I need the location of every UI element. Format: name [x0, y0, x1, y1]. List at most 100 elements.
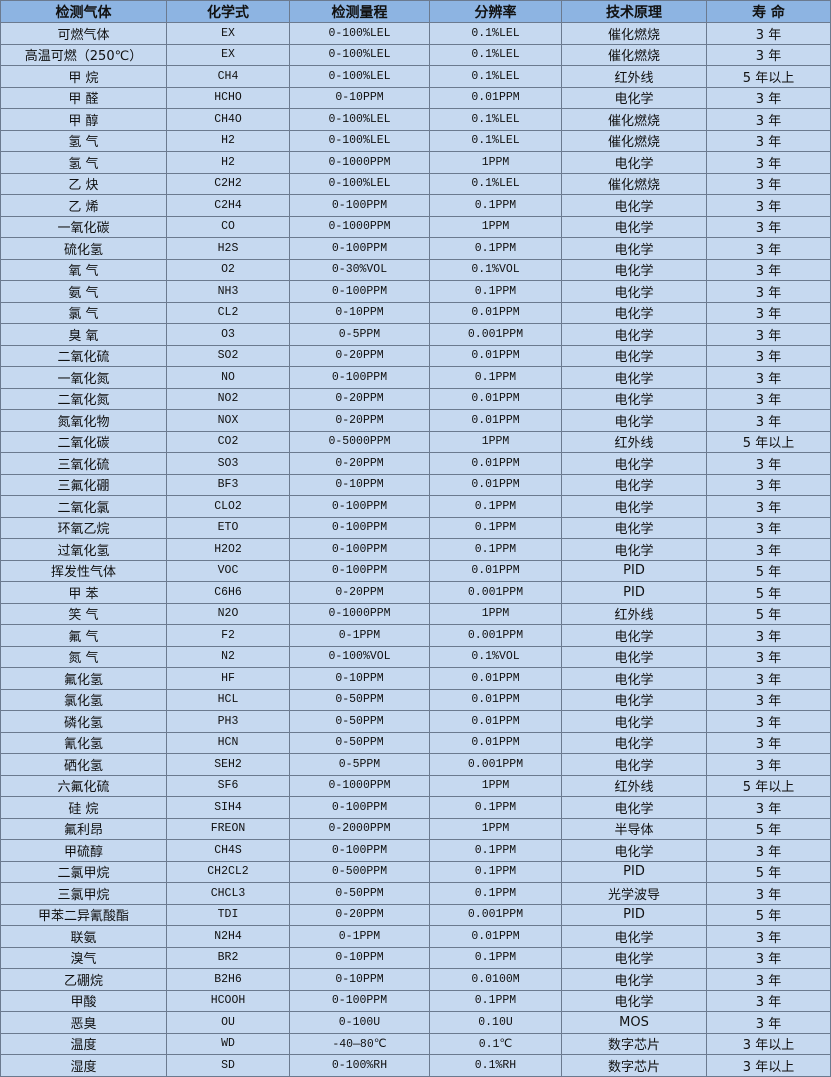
cell-lifetime: 3 年 — [706, 108, 831, 131]
cell-resolution: 0.01PPM — [429, 387, 562, 410]
cell-principle: 电化学 — [561, 645, 707, 668]
cell-gas: 联氨 — [0, 925, 167, 948]
cell-principle: 半导体 — [561, 817, 707, 840]
cell-principle: 电化学 — [561, 495, 707, 518]
cell-gas: 硅 烷 — [0, 796, 167, 819]
cell-lifetime: 3 年 — [706, 409, 831, 432]
header-row: 检测气体 化学式 检测量程 分辨率 技术原理 寿 命 — [0, 0, 831, 23]
cell-resolution: 0.10U — [429, 1011, 562, 1034]
cell-lifetime: 3 年 — [706, 731, 831, 754]
cell-formula: C2H4 — [166, 194, 290, 217]
cell-principle: PID — [561, 903, 707, 926]
cell-range: 0-100%LEL — [289, 172, 430, 195]
cell-principle: 电化学 — [561, 946, 707, 969]
cell-gas: 氮氧化物 — [0, 409, 167, 432]
cell-lifetime: 3 年 — [706, 925, 831, 948]
cell-range: 0-100PPM — [289, 538, 430, 561]
cell-resolution: 0.001PPM — [429, 624, 562, 647]
cell-range: 0-100U — [289, 1011, 430, 1034]
cell-lifetime: 3 年 — [706, 796, 831, 819]
cell-resolution: 0.1%VOL — [429, 258, 562, 281]
cell-lifetime: 3 年 — [706, 237, 831, 260]
table-row: 硒化氢 SEH2 0-5PPM 0.001PPM 电化学 3 年 — [0, 753, 831, 776]
cell-formula: CH2CL2 — [166, 860, 290, 883]
cell-gas: 氟化氢 — [0, 667, 167, 690]
table-row: 温度 WD -40—80℃ 0.1℃ 数字芯片 3 年以上 — [0, 1032, 831, 1055]
cell-principle: 电化学 — [561, 688, 707, 711]
cell-lifetime: 3 年 — [706, 516, 831, 539]
cell-formula: F2 — [166, 624, 290, 647]
table-row: 甲 苯 C6H6 0-20PPM 0.001PPM PID 5 年 — [0, 581, 831, 604]
cell-principle: 电化学 — [561, 710, 707, 733]
cell-formula: PH3 — [166, 710, 290, 733]
cell-lifetime: 3 年 — [706, 151, 831, 174]
table-row: 二氧化碳 CO2 0-5000PPM 1PPM 红外线 5 年以上 — [0, 430, 831, 453]
cell-formula: SIH4 — [166, 796, 290, 819]
cell-lifetime: 3 年 — [706, 495, 831, 518]
cell-resolution: 0.1PPM — [429, 860, 562, 883]
cell-resolution: 0.1PPM — [429, 839, 562, 862]
cell-resolution: 0.1PPM — [429, 538, 562, 561]
table-row: 过氧化氢 H2O2 0-100PPM 0.1PPM 电化学 3 年 — [0, 538, 831, 561]
cell-gas: 甲 烷 — [0, 65, 167, 88]
cell-resolution: 0.1%VOL — [429, 645, 562, 668]
cell-gas: 恶臭 — [0, 1011, 167, 1034]
cell-gas: 硒化氢 — [0, 753, 167, 776]
cell-gas: 甲苯二异氰酸酯 — [0, 903, 167, 926]
cell-lifetime: 5 年 — [706, 559, 831, 582]
cell-gas: 三氯甲烷 — [0, 882, 167, 905]
cell-resolution: 0.01PPM — [429, 667, 562, 690]
header-gas: 检测气体 — [0, 0, 167, 23]
cell-resolution: 0.01PPM — [429, 731, 562, 754]
cell-resolution: 0.1PPM — [429, 237, 562, 260]
cell-formula: OU — [166, 1011, 290, 1034]
cell-gas: 磷化氢 — [0, 710, 167, 733]
cell-resolution: 0.1℃ — [429, 1032, 562, 1055]
cell-lifetime: 3 年 — [706, 172, 831, 195]
cell-resolution: 0.01PPM — [429, 559, 562, 582]
table-row: 乙 烯 C2H4 0-100PPM 0.1PPM 电化学 3 年 — [0, 194, 831, 217]
table-row: 氢 气 H2 0-1000PPM 1PPM 电化学 3 年 — [0, 151, 831, 174]
cell-range: 0-100PPM — [289, 989, 430, 1012]
cell-formula: N2 — [166, 645, 290, 668]
cell-principle: PID — [561, 559, 707, 582]
table-row: 甲苯二异氰酸酯 TDI 0-20PPM 0.001PPM PID 5 年 — [0, 903, 831, 926]
cell-formula: O3 — [166, 323, 290, 346]
cell-principle: 电化学 — [561, 215, 707, 238]
cell-lifetime: 5 年以上 — [706, 430, 831, 453]
cell-lifetime: 5 年以上 — [706, 65, 831, 88]
table-row: 三氯甲烷 CHCL3 0-50PPM 0.1PPM 光学波导 3 年 — [0, 882, 831, 905]
table-row: 氢 气 H2 0-100%LEL 0.1%LEL 催化燃烧 3 年 — [0, 129, 831, 152]
cell-resolution: 0.1%LEL — [429, 129, 562, 152]
cell-range: 0-1PPM — [289, 925, 430, 948]
cell-lifetime: 3 年 — [706, 667, 831, 690]
cell-resolution: 0.01PPM — [429, 925, 562, 948]
cell-formula: NO2 — [166, 387, 290, 410]
cell-principle: 光学波导 — [561, 882, 707, 905]
cell-resolution: 0.1PPM — [429, 194, 562, 217]
table-row: 氟化氢 HF 0-10PPM 0.01PPM 电化学 3 年 — [0, 667, 831, 690]
cell-resolution: 0.1PPM — [429, 796, 562, 819]
cell-gas: 六氟化硫 — [0, 774, 167, 797]
cell-range: 0-100PPM — [289, 237, 430, 260]
cell-principle: 催化燃烧 — [561, 108, 707, 131]
cell-range: 0-100%LEL — [289, 129, 430, 152]
cell-gas: 氯 气 — [0, 301, 167, 324]
cell-resolution: 0.01PPM — [429, 301, 562, 324]
cell-formula: CHCL3 — [166, 882, 290, 905]
cell-lifetime: 3 年 — [706, 387, 831, 410]
cell-formula: VOC — [166, 559, 290, 582]
table-row: 高温可燃（250℃） EX 0-100%LEL 0.1%LEL 催化燃烧 3 年 — [0, 43, 831, 66]
cell-resolution: 1PPM — [429, 774, 562, 797]
cell-principle: 电化学 — [561, 796, 707, 819]
cell-principle: 电化学 — [561, 237, 707, 260]
cell-resolution: 0.01PPM — [429, 452, 562, 475]
cell-range: 0-100PPM — [289, 194, 430, 217]
table-body: 可燃气体 EX 0-100%LEL 0.1%LEL 催化燃烧 3 年高温可燃（250℃） E… — [0, 22, 831, 1077]
cell-range: 0-100%LEL — [289, 65, 430, 88]
cell-principle: 红外线 — [561, 774, 707, 797]
cell-lifetime: 3 年 — [706, 989, 831, 1012]
cell-lifetime: 3 年 — [706, 301, 831, 324]
table-row: 联氨 N2H4 0-1PPM 0.01PPM 电化学 3 年 — [0, 925, 831, 948]
